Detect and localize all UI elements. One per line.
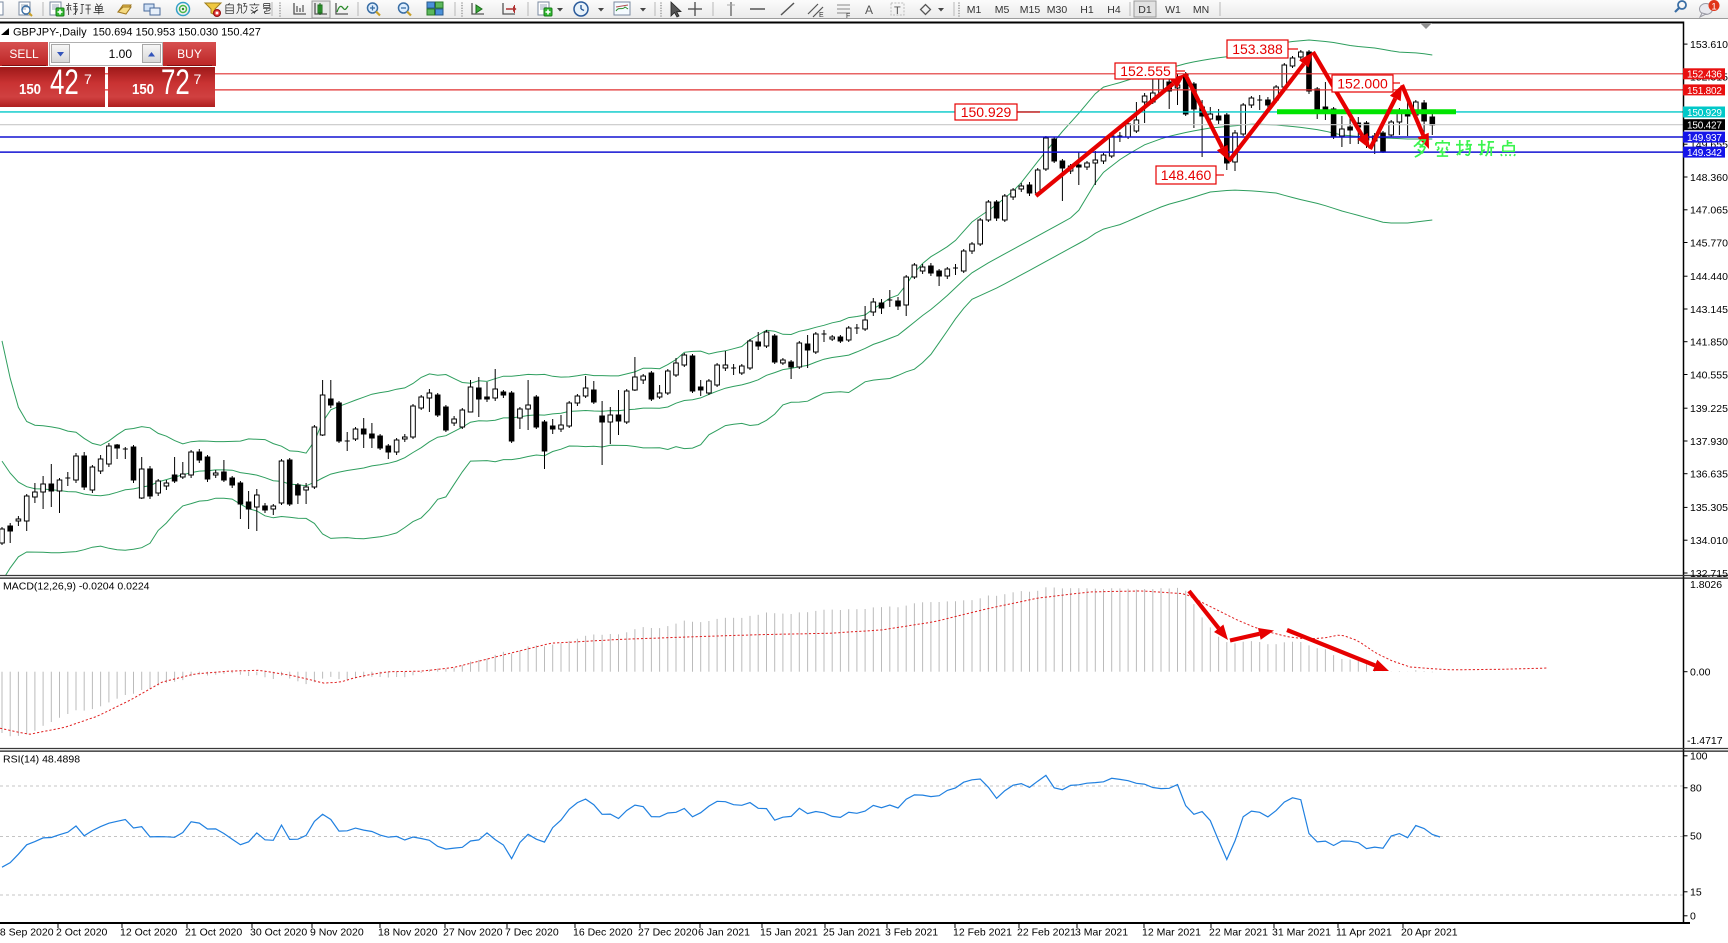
svg-text:M15: M15 xyxy=(1020,4,1041,16)
svg-text:148.460: 148.460 xyxy=(1161,167,1212,183)
svg-text:22 Mar 2021: 22 Mar 2021 xyxy=(1209,927,1268,939)
svg-text:150.929: 150.929 xyxy=(1687,108,1722,119)
svg-text:152.436: 152.436 xyxy=(1687,70,1722,81)
svg-text:145.770: 145.770 xyxy=(1690,237,1728,249)
svg-text:H1: H1 xyxy=(1080,4,1094,16)
svg-text:W1: W1 xyxy=(1165,4,1181,16)
svg-text:25 Jan 2021: 25 Jan 2021 xyxy=(823,927,881,939)
svg-text:15 Jan 2021: 15 Jan 2021 xyxy=(760,927,818,939)
svg-text:16 Dec 2020: 16 Dec 2020 xyxy=(573,927,633,939)
svg-text:A: A xyxy=(865,3,873,17)
svg-text:139.225: 139.225 xyxy=(1690,403,1728,415)
svg-text:12 Mar 2021: 12 Mar 2021 xyxy=(1142,927,1201,939)
svg-text:E: E xyxy=(819,12,824,19)
svg-text:1: 1 xyxy=(1711,2,1716,13)
svg-text:9 Nov 2020: 9 Nov 2020 xyxy=(310,927,364,939)
svg-text:140.555: 140.555 xyxy=(1690,369,1728,381)
svg-text:H4: H4 xyxy=(1107,4,1121,16)
svg-text:152.000: 152.000 xyxy=(1337,76,1388,92)
svg-text:27 Dec 2020: 27 Dec 2020 xyxy=(638,927,698,939)
svg-text:28 Sep 2020: 28 Sep 2020 xyxy=(0,927,54,939)
svg-text:152.555: 152.555 xyxy=(1120,63,1171,79)
svg-text:MN: MN xyxy=(1193,4,1209,16)
svg-text:135.305: 135.305 xyxy=(1690,502,1728,514)
svg-text:F: F xyxy=(846,13,850,20)
svg-text:6 Jan 2021: 6 Jan 2021 xyxy=(698,927,750,939)
svg-text:141.850: 141.850 xyxy=(1690,337,1728,349)
svg-text:11 Apr 2021: 11 Apr 2021 xyxy=(1336,927,1392,939)
svg-text:7 Dec 2020: 7 Dec 2020 xyxy=(505,927,559,939)
svg-text:2 Oct 2020: 2 Oct 2020 xyxy=(56,927,108,939)
svg-text:134.010: 134.010 xyxy=(1690,535,1728,547)
svg-text:12 Oct 2020: 12 Oct 2020 xyxy=(120,927,177,939)
svg-text:50: 50 xyxy=(1690,831,1702,843)
svg-text:D1: D1 xyxy=(1138,4,1152,16)
svg-text:151.802: 151.802 xyxy=(1687,86,1722,97)
svg-text:31 Mar 2021: 31 Mar 2021 xyxy=(1272,927,1331,939)
svg-text:137.930: 137.930 xyxy=(1690,436,1728,448)
svg-text:1.8026: 1.8026 xyxy=(1690,579,1722,591)
svg-text:21 Oct 2020: 21 Oct 2020 xyxy=(185,927,242,939)
svg-text:M30: M30 xyxy=(1047,4,1068,16)
svg-text:0: 0 xyxy=(1690,911,1696,923)
svg-text:144.440: 144.440 xyxy=(1690,271,1728,283)
svg-text:143.145: 143.145 xyxy=(1690,304,1728,316)
svg-text:GBPJPY-,Daily 150.694 150.953: GBPJPY-,Daily 150.694 150.953 150.030 15… xyxy=(13,27,261,39)
svg-text:-1.4717: -1.4717 xyxy=(1687,735,1723,747)
svg-text:M1: M1 xyxy=(967,4,982,16)
svg-text:150.427: 150.427 xyxy=(1687,121,1722,132)
svg-text:M5: M5 xyxy=(995,4,1010,16)
svg-text:12 Feb 2021: 12 Feb 2021 xyxy=(953,927,1012,939)
svg-text:100: 100 xyxy=(1690,751,1708,763)
svg-text:148.360: 148.360 xyxy=(1690,172,1728,184)
svg-text:149.937: 149.937 xyxy=(1687,133,1722,144)
svg-text:T: T xyxy=(894,5,901,17)
svg-text:147.065: 147.065 xyxy=(1690,205,1728,217)
svg-text:22 Feb 2021: 22 Feb 2021 xyxy=(1017,927,1076,939)
svg-text:27 Nov 2020: 27 Nov 2020 xyxy=(443,927,503,939)
svg-text:0.00: 0.00 xyxy=(1690,667,1711,679)
svg-text:3 Feb 2021: 3 Feb 2021 xyxy=(885,927,938,939)
svg-text:149.342: 149.342 xyxy=(1687,148,1722,159)
svg-text:150.929: 150.929 xyxy=(961,104,1012,120)
svg-text:30 Oct 2020: 30 Oct 2020 xyxy=(250,927,307,939)
svg-text:153.610: 153.610 xyxy=(1690,39,1728,51)
svg-text:136.635: 136.635 xyxy=(1690,469,1728,481)
svg-text:15: 15 xyxy=(1690,887,1702,899)
svg-text:132.715: 132.715 xyxy=(1690,568,1728,580)
svg-text:18 Nov 2020: 18 Nov 2020 xyxy=(378,927,438,939)
svg-text:80: 80 xyxy=(1690,783,1702,795)
svg-text:3 Mar 2021: 3 Mar 2021 xyxy=(1075,927,1128,939)
svg-text:20 Apr 2021: 20 Apr 2021 xyxy=(1401,927,1458,939)
svg-text:153.388: 153.388 xyxy=(1232,41,1283,57)
svg-text:RSI(14) 48.4898: RSI(14) 48.4898 xyxy=(3,754,80,766)
svg-text:MACD(12,26,9) -0.0204 0.0224: MACD(12,26,9) -0.0204 0.0224 xyxy=(3,581,150,593)
